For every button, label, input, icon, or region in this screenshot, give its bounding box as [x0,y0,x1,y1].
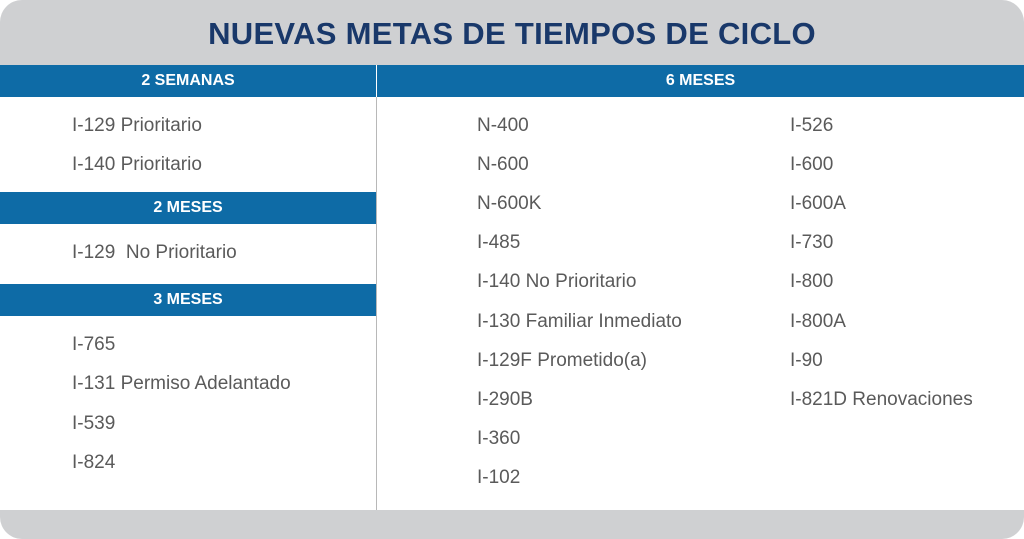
form-item: I-824 [72,451,116,473]
form-item: I-140 No Prioritario [477,271,637,293]
form-item: N-400 [477,115,529,136]
section-heading: 2 MESES [0,192,376,224]
title: NUEVAS METAS DE TIEMPOS DE CICLO [208,16,816,51]
form-item: I-129 No Prioritario [72,242,237,263]
form-item: I-730 [790,232,834,254]
form-item: I-102 [477,466,521,488]
form-item: I-290B [477,388,533,410]
form-item: I-129 Prioritario [72,115,202,136]
form-item: I-485 [477,232,521,254]
form-item: I-129F Prometido(a) [477,349,648,371]
form-item: I-600A [790,193,846,215]
form-item: I-360 [477,427,521,449]
form-item: I-765 [72,334,116,355]
form-item: I-539 [72,412,116,434]
form-item: I-140 Prioritario [72,154,202,176]
form-item: I-600 [790,154,834,176]
form-item: I-90 [790,349,823,371]
section-heading: 6 MESES [377,65,1024,97]
form-item: I-821D Renovaciones [790,388,973,410]
form-item: N-600K [477,193,542,215]
form-item: I-526 [790,115,834,136]
form-item: I-800A [790,310,846,332]
section-heading: 2 SEMANAS [0,65,376,97]
section-heading: 3 MESES [0,284,376,316]
form-item: I-130 Familiar Inmediato [477,310,682,332]
form-item: I-131 Permiso Adelantado [72,373,291,395]
form-item: N-600 [477,154,529,176]
form-item: I-800 [790,271,834,293]
divider [376,97,377,510]
